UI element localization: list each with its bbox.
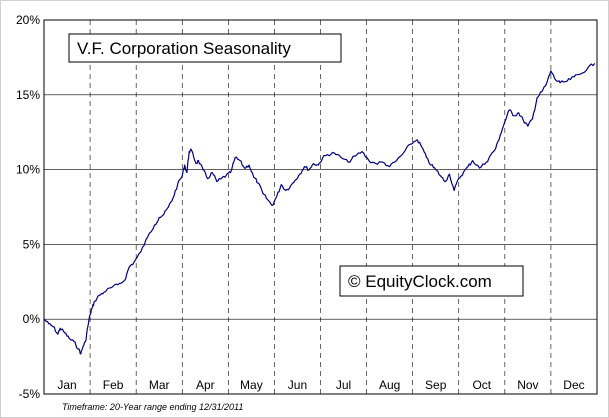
y-tick-label: 15% (16, 88, 40, 102)
timeframe-footnote: Timeframe: 20-Year range ending 12/31/20… (62, 402, 243, 412)
y-axis-ticks: -5% 0% 5% 10% 15% 20% (16, 13, 40, 401)
x-tick-label: Oct (472, 378, 491, 392)
y-tick-label: 5% (23, 237, 41, 251)
x-tick-label: May (240, 378, 263, 392)
series-line (43, 63, 596, 355)
plot-area (43, 19, 598, 395)
y-tick-label: 10% (16, 163, 40, 177)
y-tick-label: 20% (16, 13, 40, 27)
x-tick-label: Nov (517, 378, 538, 392)
watermark-text: © EquityClock.com (348, 272, 492, 291)
watermark-box: © EquityClock.com (339, 265, 524, 297)
x-tick-label: Sep (425, 378, 447, 392)
x-tick-label: Apr (196, 378, 215, 392)
x-tick-label: Aug (379, 378, 400, 392)
y-tick-label: 0% (23, 312, 41, 326)
x-tick-label: Feb (103, 378, 124, 392)
vertical-gridlines (89, 20, 552, 394)
y-tick-label: -5% (19, 387, 41, 401)
x-tick-label: Mar (149, 378, 170, 392)
x-tick-label: Jul (336, 378, 351, 392)
x-tick-label: Jan (57, 378, 76, 392)
x-axis-ticks: Jan Feb Mar Apr May Jun Jul Aug Sep Oct Nov Dec (57, 378, 584, 392)
x-tick-label: Dec (563, 378, 584, 392)
chart-title: V.F. Corporation Seasonality (77, 39, 291, 58)
x-tick-label: Jun (288, 378, 307, 392)
chart-title-box: V.F. Corporation Seasonality (68, 33, 342, 63)
